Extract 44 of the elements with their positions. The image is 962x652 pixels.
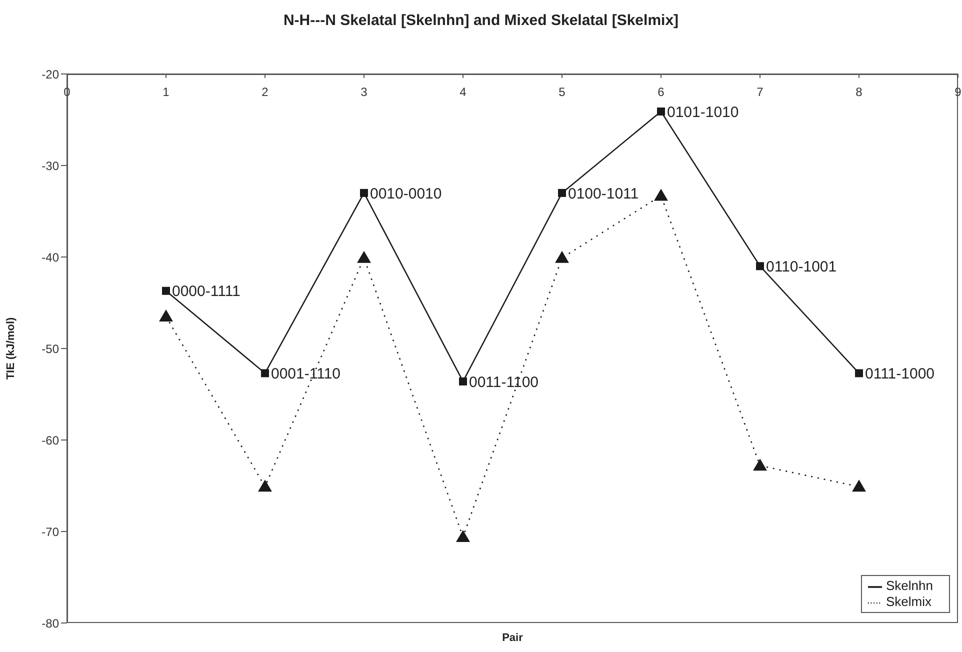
point [360, 188, 368, 197]
point [558, 188, 566, 197]
point [756, 262, 764, 270]
x-tick-label: 4 [460, 85, 467, 99]
y-tick-label: -70 [42, 524, 60, 539]
legend-label: Skelnhn [886, 578, 933, 593]
y-axis-title: TIE (kJ/mol) [4, 316, 17, 380]
point [555, 250, 569, 263]
point [459, 377, 467, 386]
y-tick-label: -80 [42, 616, 60, 630]
point [456, 530, 470, 542]
annotation: 0101-1010 [667, 104, 739, 121]
point [852, 480, 866, 492]
x-tick-label: 1 [162, 85, 170, 99]
chart-title: N-H---N Skelatal [Skelnhn] and Mixed Skelatal [Skelmix] [282, 12, 680, 29]
point [657, 108, 665, 116]
x-tick-label: 3 [360, 85, 368, 99]
y-tick-label: -60 [42, 433, 60, 448]
y-tick-label: -20 [42, 67, 60, 82]
point [162, 286, 170, 295]
x-axis-title: Pair [501, 632, 524, 644]
annotation: 0111-1000 [865, 366, 935, 383]
point [159, 309, 173, 322]
x-tick-label: 7 [756, 85, 764, 99]
legend-label: Skelmix [886, 594, 932, 609]
point [753, 458, 767, 471]
annotation: 0000-1111 [172, 283, 240, 300]
y-tick-label: -50 [42, 342, 60, 356]
annotation: 0001-1110 [271, 366, 341, 383]
point [855, 369, 863, 378]
annotation: 0100-1011 [568, 185, 639, 202]
point [261, 369, 269, 378]
x-tick-label: 8 [856, 85, 863, 99]
annotation: 0110-1001 [766, 258, 837, 276]
annotation: 0011-1100 [469, 374, 539, 391]
point [357, 250, 371, 263]
y-tick-label: -30 [42, 158, 60, 173]
point [654, 188, 668, 201]
x-tick-label: 5 [558, 85, 566, 99]
x-tick-label: 6 [658, 85, 665, 99]
y-tick-label: -40 [42, 250, 60, 264]
annotation: 0010-0010 [370, 185, 442, 202]
x-tick-label: 2 [262, 85, 269, 99]
point [258, 480, 272, 492]
